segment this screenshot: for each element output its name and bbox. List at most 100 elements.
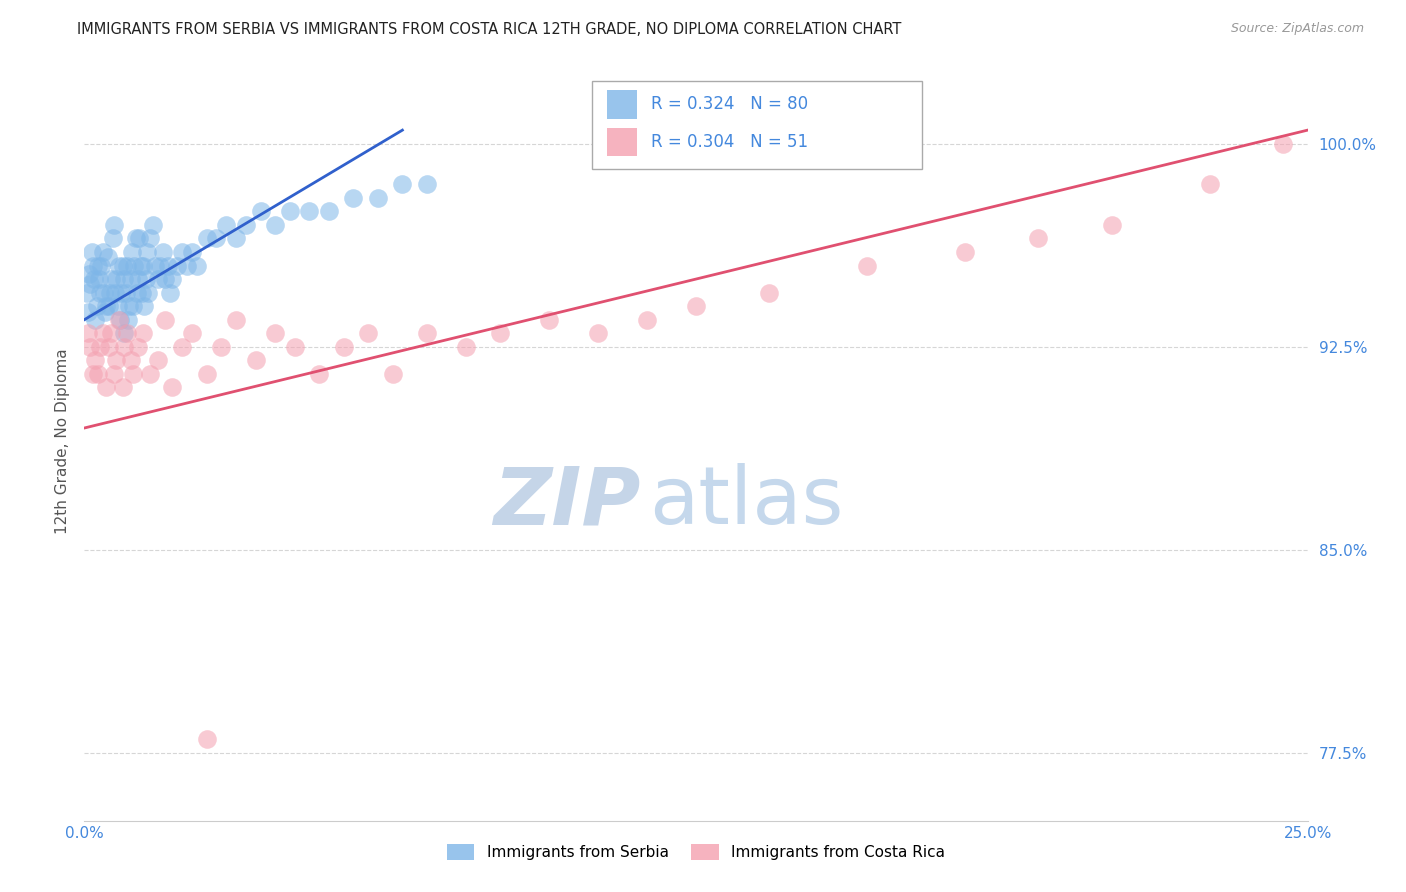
- Point: [249, 204, 271, 219]
- Point: [120, 272, 142, 286]
- Point: [100, 272, 122, 286]
- Point: [953, 244, 976, 259]
- Point: [308, 367, 330, 381]
- Point: [416, 326, 439, 341]
- Point: [77, 267, 100, 281]
- Point: [107, 299, 129, 313]
- Point: [156, 259, 179, 273]
- Point: [90, 259, 112, 273]
- Point: [685, 299, 707, 313]
- Point: [114, 340, 136, 354]
- Point: [391, 178, 413, 192]
- Point: [454, 340, 477, 354]
- Point: [121, 244, 143, 259]
- Point: [136, 244, 159, 259]
- Point: [98, 285, 121, 300]
- Point: [110, 285, 132, 300]
- Point: [96, 299, 118, 313]
- Point: [114, 326, 136, 341]
- Point: [107, 312, 129, 326]
- Point: [96, 380, 118, 394]
- Point: [153, 272, 176, 286]
- Point: [128, 231, 150, 245]
- Bar: [606, 90, 637, 119]
- Point: [357, 326, 380, 341]
- Point: [264, 218, 287, 232]
- Point: [107, 259, 129, 273]
- Point: [245, 353, 267, 368]
- Point: [166, 259, 188, 273]
- Point: [264, 326, 287, 341]
- Point: [120, 353, 142, 368]
- Point: [381, 367, 404, 381]
- Point: [636, 312, 658, 326]
- Point: [122, 259, 145, 273]
- Text: ZIP: ZIP: [494, 463, 641, 541]
- Point: [284, 340, 307, 354]
- Point: [100, 326, 122, 341]
- Point: [205, 231, 228, 245]
- Point: [82, 259, 104, 273]
- Point: [186, 259, 208, 273]
- Text: IMMIGRANTS FROM SERBIA VS IMMIGRANTS FROM COSTA RICA 12TH GRADE, NO DIPLOMA CORR: IMMIGRANTS FROM SERBIA VS IMMIGRANTS FRO…: [77, 22, 901, 37]
- Point: [146, 353, 169, 368]
- Point: [125, 231, 148, 245]
- Point: [111, 259, 134, 273]
- Point: [162, 272, 184, 286]
- Point: [416, 178, 439, 192]
- Point: [122, 367, 145, 381]
- Point: [1198, 178, 1220, 192]
- Point: [235, 218, 257, 232]
- Point: [111, 380, 134, 394]
- Point: [117, 259, 139, 273]
- Point: [149, 259, 172, 273]
- Point: [84, 353, 107, 368]
- Point: [195, 231, 218, 245]
- Point: [342, 191, 364, 205]
- Point: [105, 353, 128, 368]
- Point: [77, 304, 100, 318]
- Point: [122, 299, 145, 313]
- Point: [105, 272, 128, 286]
- Point: [332, 340, 354, 354]
- Point: [215, 218, 238, 232]
- Point: [176, 259, 198, 273]
- Point: [127, 340, 149, 354]
- Point: [132, 326, 155, 341]
- Point: [93, 285, 115, 300]
- Point: [84, 312, 107, 326]
- Point: [1272, 136, 1295, 151]
- Point: [209, 340, 232, 354]
- Point: [758, 285, 780, 300]
- Point: [132, 259, 155, 273]
- Point: [94, 304, 117, 318]
- Point: [586, 326, 609, 341]
- Point: [146, 272, 169, 286]
- Point: [181, 244, 204, 259]
- Point: [118, 299, 141, 313]
- Point: [856, 259, 879, 273]
- FancyBboxPatch shape: [592, 81, 922, 169]
- Point: [77, 326, 100, 341]
- Point: [225, 312, 247, 326]
- Point: [127, 285, 149, 300]
- Point: [132, 299, 155, 313]
- Point: [97, 251, 120, 265]
- Point: [298, 204, 321, 219]
- Point: [195, 367, 218, 381]
- Point: [152, 244, 174, 259]
- Point: [79, 340, 101, 354]
- Point: [117, 326, 139, 341]
- Point: [181, 326, 204, 341]
- Text: atlas: atlas: [650, 463, 844, 541]
- Point: [86, 299, 108, 313]
- Point: [1101, 218, 1123, 232]
- Point: [538, 312, 561, 326]
- Point: [367, 191, 389, 205]
- Point: [79, 277, 101, 292]
- Point: [136, 285, 159, 300]
- Point: [83, 272, 105, 286]
- Point: [112, 272, 135, 286]
- Point: [103, 367, 125, 381]
- Point: [87, 367, 110, 381]
